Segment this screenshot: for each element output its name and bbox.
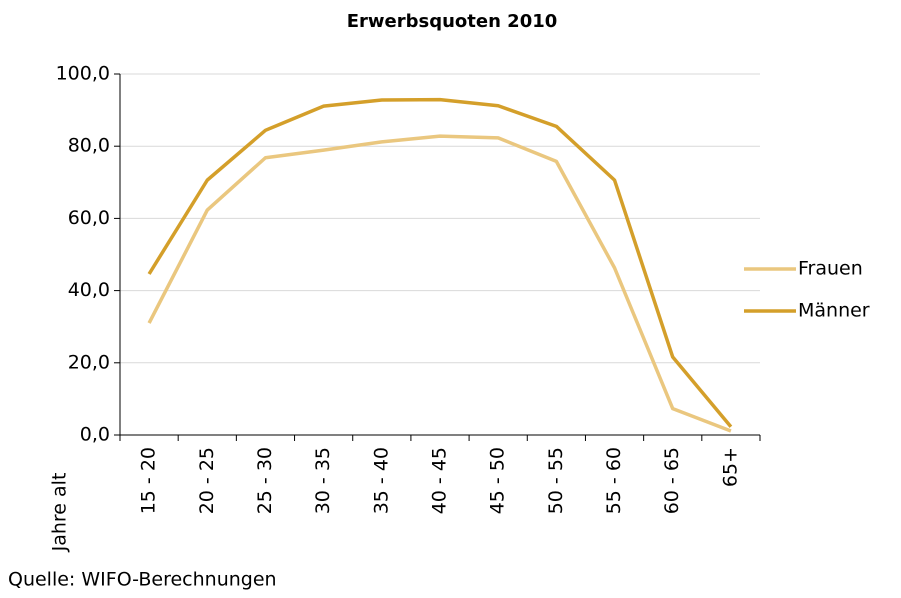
x-tick-label: 30 - 35 — [312, 447, 334, 514]
y-tick-label: 80,0 — [68, 135, 110, 157]
y-tick-label: 60,0 — [68, 207, 110, 229]
legend-label: Männer — [798, 300, 870, 322]
line-series — [147, 134, 732, 433]
chart-title: Erwerbsquoten 2010 — [347, 11, 558, 32]
x-tick-label: 35 - 40 — [370, 447, 392, 514]
y-tick-label: 40,0 — [68, 279, 110, 301]
x-tick-label: 50 - 55 — [545, 447, 567, 514]
x-tick-label: 25 - 30 — [254, 447, 276, 514]
x-axis-label: Jahre alt — [49, 473, 71, 553]
x-tick-label: 40 - 45 — [429, 447, 451, 514]
x-tick-label: 60 - 65 — [661, 447, 683, 514]
y-tick-label: 0,0 — [80, 424, 110, 446]
y-tick-label: 100,0 — [56, 63, 110, 85]
legend-label: Frauen — [798, 258, 863, 280]
x-tick-label: 15 - 20 — [138, 447, 160, 514]
y-tick-label: 20,0 — [68, 351, 110, 373]
x-tick-label: 65+ — [719, 447, 741, 487]
source: Quelle: WIFO-Berechnungen — [8, 569, 277, 591]
x-tick-label: 20 - 25 — [196, 447, 218, 514]
x-tick-label: 45 - 50 — [487, 447, 509, 514]
x-tick-label: 55 - 60 — [603, 447, 625, 514]
line-series — [147, 97, 733, 428]
